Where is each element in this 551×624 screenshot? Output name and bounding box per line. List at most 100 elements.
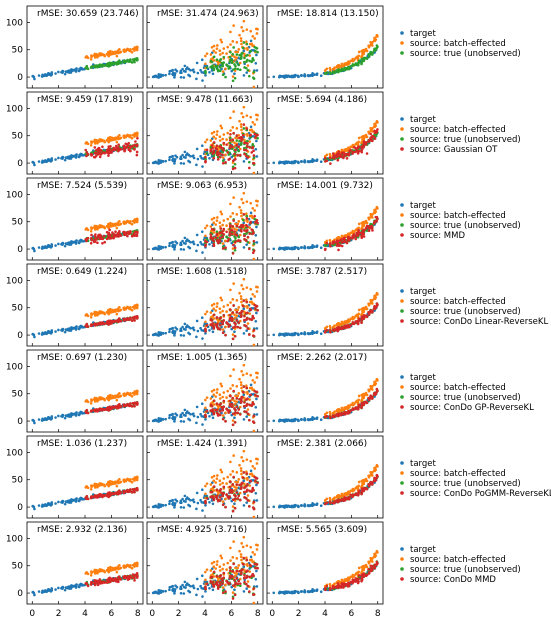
method-point [233,334,237,338]
batch-point [107,398,111,402]
target-point [289,247,293,251]
target-point [187,245,190,249]
method-point [360,234,364,238]
method-point [102,234,106,238]
method-point [242,299,246,302]
target-point [74,70,78,73]
target-point [31,332,35,336]
batch-point [245,372,249,375]
target-point [74,328,78,331]
true-point [218,65,222,69]
method-point [245,149,248,152]
true-point [367,53,370,56]
legend-marker [400,309,404,313]
target-point [74,154,78,157]
target-point [254,147,258,151]
target-point [45,74,48,78]
true-point [222,55,226,59]
batch-point [372,297,376,300]
target-point [180,415,183,419]
target-point [161,332,165,335]
method-point [93,155,97,159]
batch-point [107,140,111,144]
method-point [235,224,239,228]
method-point [204,160,207,164]
method-point [211,146,214,150]
batch-point [115,140,119,144]
target-point [187,331,190,335]
target-point [202,157,205,160]
true-point [253,217,256,221]
batch-point [126,306,130,309]
batch-point [216,216,219,219]
batch-point [252,85,256,89]
method-point [112,236,115,240]
target-point [187,411,191,415]
batch-point [242,277,246,281]
batch-point [101,310,104,314]
batch-point [216,130,219,133]
true-point [239,143,243,146]
method-point [246,327,250,330]
batch-point [126,220,130,223]
batch-point [231,75,235,78]
target-point [57,242,60,246]
target-point [292,161,296,165]
method-point [370,137,373,141]
target-point [184,67,188,71]
method-point [126,234,129,238]
batch-point [249,287,253,291]
batch-point [255,32,259,35]
target-point [68,69,71,72]
target-point [315,245,319,249]
method-point [135,316,139,319]
true-point [241,46,245,50]
batch-point [231,161,235,164]
batch-point [135,48,139,51]
batch-point [209,311,213,314]
batch-point [332,325,336,329]
panel-r4-c3: rMSE: 3.787 (2.517) [266,263,384,347]
target-point [296,247,300,250]
method-point [228,313,232,317]
method-point [256,221,259,225]
batch-point [238,205,241,209]
method-point [109,233,112,237]
target-point [182,162,186,165]
method-point [224,333,227,337]
method-point [90,409,93,413]
batch-point [96,55,99,59]
target-point [195,249,198,253]
target-point [37,418,41,421]
target-point [33,249,36,253]
method-point [209,150,213,153]
batch-point [340,320,344,324]
true-point [111,61,114,65]
target-point [230,69,234,73]
batch-point [245,200,249,203]
method-point [221,331,225,335]
target-point [272,75,276,79]
batch-point [133,221,136,224]
method-point [212,327,216,330]
batch-point [116,393,120,396]
batch-point [219,296,223,300]
true-point [225,63,228,66]
target-point [272,333,276,337]
batch-point [373,294,376,298]
true-point [357,59,361,62]
batch-point [238,119,241,123]
method-point [228,231,232,235]
method-point [204,244,207,248]
true-point [256,136,259,140]
target-point [74,414,78,417]
batch-point [93,56,97,59]
method-point [218,316,222,320]
batch-point [225,224,228,227]
method-point [243,152,246,156]
method-point [214,146,218,150]
target-point [37,246,41,249]
true-point [242,41,246,44]
target-point [195,61,199,65]
batch-point [221,223,224,227]
